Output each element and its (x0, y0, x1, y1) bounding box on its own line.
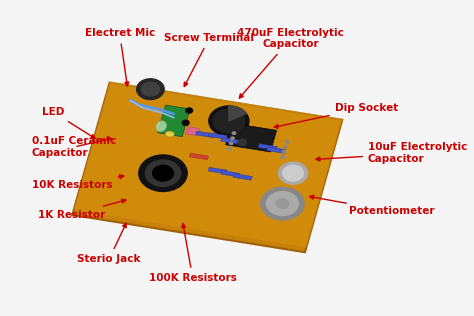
Polygon shape (196, 131, 215, 138)
Circle shape (261, 187, 304, 220)
Polygon shape (73, 82, 343, 247)
Text: Potentiometer: Potentiometer (310, 195, 435, 216)
Polygon shape (158, 105, 190, 137)
Circle shape (283, 151, 286, 153)
Circle shape (209, 106, 249, 136)
Text: LED: LED (43, 107, 95, 138)
Circle shape (137, 79, 164, 100)
Text: 10K Resistors: 10K Resistors (32, 175, 124, 190)
Circle shape (182, 120, 189, 125)
Polygon shape (226, 123, 276, 152)
Text: Dip Socket: Dip Socket (274, 103, 398, 128)
Ellipse shape (156, 121, 166, 132)
Wedge shape (229, 106, 246, 121)
Circle shape (284, 145, 287, 148)
Polygon shape (72, 82, 342, 252)
Polygon shape (208, 133, 227, 139)
Circle shape (186, 108, 192, 113)
Circle shape (232, 132, 236, 134)
Circle shape (146, 160, 181, 186)
Circle shape (228, 147, 231, 150)
Polygon shape (185, 127, 200, 136)
Text: 0.1uF Ceramic
Capacitor: 0.1uF Ceramic Capacitor (32, 136, 117, 158)
Polygon shape (221, 170, 240, 177)
Text: Electret Mic: Electret Mic (84, 28, 155, 86)
Text: 470uF Electrolytic
Capacitor: 470uF Electrolytic Capacitor (237, 28, 344, 98)
Text: 100K Resistors: 100K Resistors (149, 224, 237, 283)
Circle shape (266, 191, 298, 216)
Polygon shape (258, 144, 277, 150)
Polygon shape (208, 167, 227, 174)
Ellipse shape (165, 131, 174, 137)
Text: Sterio Jack: Sterio Jack (77, 223, 141, 264)
Circle shape (153, 165, 173, 181)
Text: 10uF Electrolytic
Capacitor: 10uF Electrolytic Capacitor (316, 143, 467, 164)
Circle shape (229, 142, 233, 145)
Circle shape (213, 109, 245, 133)
Circle shape (279, 162, 308, 184)
Polygon shape (266, 147, 286, 154)
Polygon shape (221, 137, 240, 144)
Text: 1K Resistor: 1K Resistor (38, 199, 126, 220)
Polygon shape (190, 153, 209, 160)
Polygon shape (233, 173, 252, 180)
Text: Screw Terminal: Screw Terminal (164, 33, 255, 87)
Circle shape (141, 82, 160, 96)
Circle shape (231, 137, 234, 139)
Circle shape (139, 155, 187, 191)
Circle shape (283, 165, 303, 181)
Circle shape (285, 140, 289, 143)
Circle shape (281, 156, 284, 158)
Circle shape (276, 199, 289, 208)
Circle shape (238, 139, 246, 146)
